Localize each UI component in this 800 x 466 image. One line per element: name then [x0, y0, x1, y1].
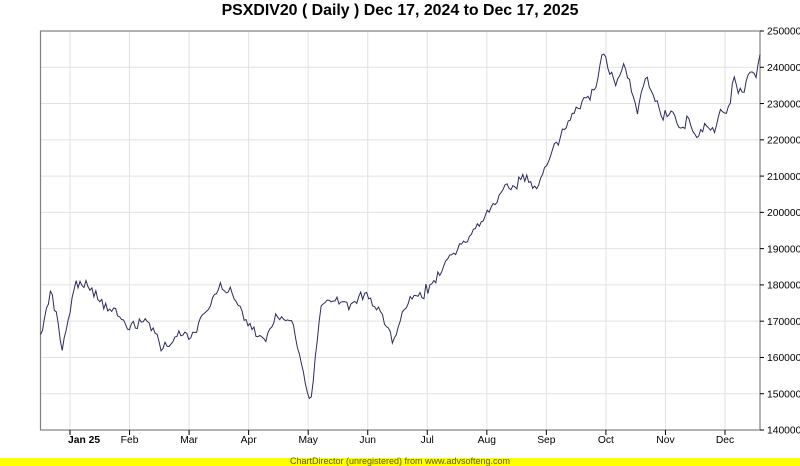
svg-text:Apr: Apr — [241, 435, 258, 446]
svg-text:Sep: Sep — [537, 435, 556, 446]
svg-text:Nov: Nov — [656, 435, 675, 446]
svg-text:160000: 160000 — [767, 353, 800, 364]
svg-text:Jul: Jul — [421, 435, 434, 446]
svg-text:240000: 240000 — [767, 63, 800, 74]
svg-text:190000: 190000 — [767, 244, 800, 255]
svg-text:Dec: Dec — [716, 435, 734, 446]
svg-text:Jun: Jun — [359, 435, 376, 446]
svg-text:170000: 170000 — [767, 317, 800, 328]
svg-text:Aug: Aug — [478, 435, 497, 446]
svg-text:200000: 200000 — [767, 208, 800, 219]
svg-text:210000: 210000 — [767, 172, 800, 183]
svg-text:Mar: Mar — [180, 435, 198, 446]
svg-text:180000: 180000 — [767, 281, 800, 292]
svg-text:Jan 25: Jan 25 — [68, 435, 100, 446]
svg-text:220000: 220000 — [767, 136, 800, 147]
svg-text:250000: 250000 — [767, 27, 800, 38]
svg-text:150000: 150000 — [767, 389, 800, 400]
svg-text:May: May — [298, 435, 318, 446]
svg-text:140000: 140000 — [767, 426, 800, 437]
svg-text:Oct: Oct — [598, 435, 614, 446]
svg-text:Feb: Feb — [121, 435, 139, 446]
svg-text:230000: 230000 — [767, 99, 800, 110]
